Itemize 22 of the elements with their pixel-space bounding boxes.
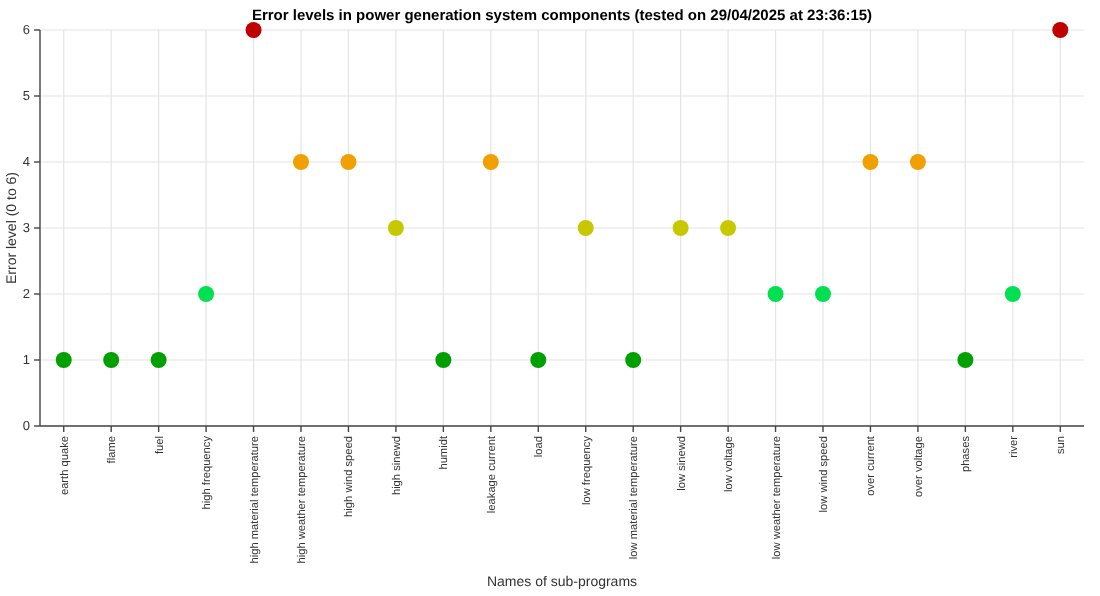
point [198, 286, 215, 302]
point [435, 352, 452, 368]
point [577, 220, 594, 236]
point [1052, 22, 1069, 38]
point [293, 154, 309, 170]
point [387, 220, 404, 236]
point [625, 352, 642, 368]
point [103, 352, 120, 368]
point [340, 154, 357, 170]
point [862, 154, 879, 170]
point [530, 352, 547, 368]
point [150, 352, 167, 368]
point [482, 154, 499, 170]
point [672, 220, 689, 236]
point [55, 352, 72, 368]
point [909, 154, 926, 170]
point [245, 22, 262, 38]
point [720, 220, 737, 236]
point [1004, 286, 1021, 302]
point [767, 286, 784, 302]
point [815, 286, 831, 302]
point [957, 352, 974, 368]
